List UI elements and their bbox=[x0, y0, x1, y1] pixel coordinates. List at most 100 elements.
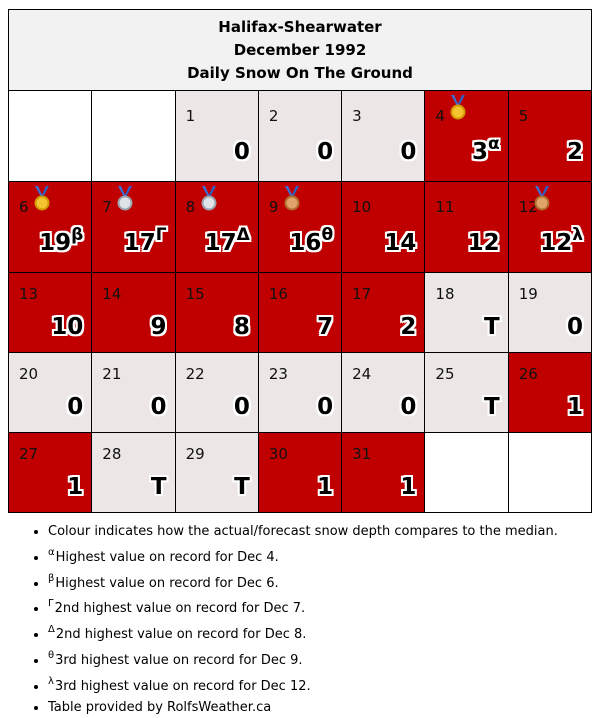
record-marker: α bbox=[488, 134, 500, 154]
bronze-medal-icon bbox=[281, 186, 303, 212]
day-cell: 25 T bbox=[424, 352, 509, 433]
day-cell: 6 19β bbox=[7, 181, 93, 273]
day-cell: 7 17Γ bbox=[91, 181, 176, 273]
snow-depth-value: 0 bbox=[234, 139, 250, 165]
snow-depth-number: 1 bbox=[317, 474, 334, 500]
snow-depth-value: 3α bbox=[472, 134, 500, 165]
snow-depth-number: 8 bbox=[233, 314, 250, 340]
snow-depth-number: 0 bbox=[400, 394, 417, 420]
day-cell: 8 17Δ bbox=[174, 181, 259, 273]
snow-depth-value: 0 bbox=[317, 394, 333, 420]
calendar-week: 20 0 21 0 22 0 23 0 24 0 25 T 26 1 bbox=[7, 352, 593, 433]
day-cell: 24 0 bbox=[341, 352, 426, 433]
day-number: 19 bbox=[518, 285, 538, 303]
snow-depth-number: 17 bbox=[123, 230, 156, 256]
snow-depth-value: 17Γ bbox=[124, 225, 167, 256]
snow-depth-value: 1 bbox=[67, 474, 83, 500]
day-number: 1 bbox=[185, 107, 196, 125]
calendar-week: 13 10 14 9 15 8 16 7 17 2 18 T 19 0 bbox=[7, 272, 593, 353]
snow-depth-number: 19 bbox=[39, 230, 72, 256]
snow-depth-value: 1 bbox=[400, 474, 416, 500]
day-cell: 27 1 bbox=[7, 432, 93, 513]
snow-depth-value: 12λ bbox=[540, 225, 583, 256]
station-name: Halifax-Shearwater bbox=[218, 17, 382, 36]
snow-depth-number: 0 bbox=[233, 394, 250, 420]
snow-depth-value: 1 bbox=[317, 474, 333, 500]
snow-depth-number: 0 bbox=[400, 139, 417, 165]
snow-depth-number: 0 bbox=[67, 394, 84, 420]
footnotes-list: Colour indicates how the actual/forecast… bbox=[8, 522, 558, 718]
day-number: 12 bbox=[518, 198, 538, 216]
day-number: 29 bbox=[185, 445, 205, 463]
day-number: 14 bbox=[102, 285, 122, 303]
day-cell: 30 1 bbox=[257, 432, 343, 513]
day-number: 25 bbox=[435, 365, 455, 383]
footnote-text: 3rd highest value on record for Dec 9. bbox=[55, 652, 303, 668]
day-cell: 21 0 bbox=[91, 352, 176, 433]
footnote-item: Γ2nd highest value on record for Dec 7. bbox=[48, 594, 558, 620]
day-cell: 10 14 bbox=[341, 181, 426, 273]
calendar-week: 6 19β 7 17Γ 8 17Δ 9 16θ 10 14 11 12 12 12λ bbox=[7, 181, 593, 273]
footnote-item: βHighest value on record for Dec 6. bbox=[48, 569, 558, 595]
record-marker: θ bbox=[321, 225, 334, 245]
empty-day-cell bbox=[7, 90, 93, 182]
day-number: 8 bbox=[185, 198, 196, 216]
footnote-text: 2nd highest value on record for Dec 8. bbox=[55, 627, 307, 643]
day-number: 31 bbox=[352, 445, 372, 463]
day-number: 21 bbox=[102, 365, 122, 383]
silver-medal-icon bbox=[114, 186, 136, 212]
month-title: December 1992 bbox=[233, 40, 367, 59]
snow-depth-number: 16 bbox=[289, 230, 322, 256]
empty-day-cell bbox=[507, 432, 593, 513]
snow-depth-number: 2 bbox=[566, 139, 583, 165]
day-cell: 11 12 bbox=[424, 181, 509, 273]
snow-depth-number: T bbox=[483, 314, 500, 340]
snow-depth-number: 2 bbox=[400, 314, 417, 340]
day-number: 9 bbox=[268, 198, 279, 216]
calendar-grid: 1 0 2 0 3 0 4 3α 5 2 6 19β 7 17Γ 8 17Δ 9 16θ 10 14 11 12 12 12λ… bbox=[7, 90, 593, 513]
day-cell: 26 1 bbox=[507, 352, 593, 433]
footnote-marker: λ bbox=[48, 675, 54, 687]
day-number: 10 bbox=[352, 198, 372, 216]
calendar-header: Halifax-Shearwater December 1992 Daily S… bbox=[8, 9, 592, 91]
snow-depth-value: 19β bbox=[39, 225, 83, 256]
day-number: 15 bbox=[185, 285, 205, 303]
snow-depth-number: 0 bbox=[317, 139, 334, 165]
snow-depth-value: 17Δ bbox=[205, 225, 250, 256]
day-cell: 13 10 bbox=[7, 272, 93, 353]
day-cell: 17 2 bbox=[341, 272, 426, 353]
snow-depth-number: 12 bbox=[540, 230, 573, 256]
day-number: 18 bbox=[435, 285, 455, 303]
footnote-text: Table provided by RolfsWeather.ca bbox=[48, 699, 272, 715]
snow-depth-number: 10 bbox=[51, 314, 84, 340]
snow-depth-value: 0 bbox=[567, 314, 583, 340]
snow-depth-value: 14 bbox=[384, 230, 416, 256]
day-number: 7 bbox=[102, 198, 112, 216]
snow-depth-value: 7 bbox=[317, 314, 333, 340]
day-number: 20 bbox=[19, 365, 39, 383]
record-marker: Δ bbox=[236, 225, 250, 245]
day-number: 27 bbox=[19, 445, 39, 463]
snow-depth-value: 0 bbox=[317, 139, 333, 165]
snow-depth-number: 0 bbox=[233, 139, 250, 165]
day-cell: 14 9 bbox=[91, 272, 176, 353]
day-number: 3 bbox=[352, 107, 362, 125]
day-number: 17 bbox=[352, 285, 372, 303]
empty-day-cell bbox=[91, 90, 176, 182]
snow-depth-number: 0 bbox=[317, 394, 334, 420]
snow-depth-value: 2 bbox=[567, 139, 583, 165]
record-marker: β bbox=[71, 225, 84, 245]
footnote-item: Colour indicates how the actual/forecast… bbox=[48, 522, 558, 543]
day-number: 4 bbox=[435, 107, 445, 125]
record-marker: Γ bbox=[155, 225, 167, 245]
snow-depth-number: 9 bbox=[150, 314, 167, 340]
snow-depth-value: T bbox=[484, 314, 500, 340]
snow-calendar-page: Halifax-Shearwater December 1992 Daily S… bbox=[0, 0, 600, 701]
bronze-medal-icon bbox=[531, 186, 553, 212]
day-number: 6 bbox=[19, 198, 29, 216]
snow-depth-number: T bbox=[483, 394, 500, 420]
gold-medal-icon bbox=[447, 95, 469, 121]
day-cell: 20 0 bbox=[7, 352, 93, 433]
